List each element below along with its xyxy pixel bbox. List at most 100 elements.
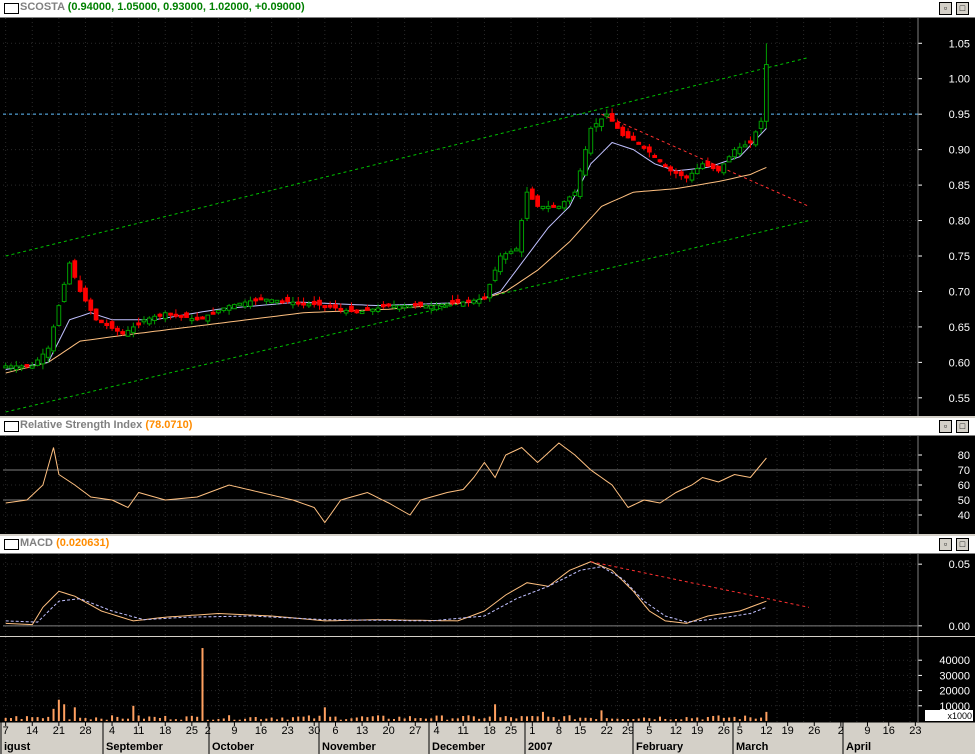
candle-body [29,365,35,369]
volume-bar [403,718,406,721]
candle-body [216,309,221,314]
y-tick-label: 60 [958,480,970,492]
candle-body [157,313,163,317]
candle-body [742,144,748,148]
restore-button[interactable]: ▫ [939,2,952,15]
volume-bar [217,718,220,721]
candle-body [583,149,588,176]
volume-bar [621,719,624,721]
volume-bar [510,717,513,721]
candle-body [317,299,322,306]
x-tick-label: 2 [205,725,211,737]
trend-line [5,56,810,257]
volume-bar [467,715,470,721]
volume-bar [201,648,204,721]
maximize-button[interactable]: □ [956,538,969,551]
pane-menu-icon[interactable] [4,421,19,432]
rsi-chart[interactable]: 40 50 60 70 80 [0,436,975,534]
volume-bar [579,717,582,721]
y-tick-label: 1.05 [949,38,970,50]
restore-button[interactable]: ▫ [939,420,952,433]
volume-bar [137,715,140,721]
volume-bar [472,716,475,721]
candle-body [551,204,556,208]
rsi-line [5,442,767,524]
moving-average-long [5,166,767,374]
volume-bar [632,719,635,721]
y-tick-label: 0.60 [949,357,970,369]
price-chart[interactable]: 0.55 0.60 0.65 0.70 0.75 0.80 0.85 0.90 0.95 1.00… [0,18,975,416]
x-tick-label: 12 [670,725,682,737]
volume-bar [744,715,747,721]
candle-body [173,313,179,317]
restore-button[interactable]: ▫ [939,538,952,551]
candle-body [764,64,769,122]
candle-body [258,297,264,301]
volume-bar [494,704,497,721]
volume-bar [111,715,114,721]
x-tick-label: 28 [79,725,91,737]
volume-bar [275,719,278,721]
x-tick-label: 25 [505,725,517,737]
x-tick-label: 13 [356,725,368,737]
volume-bar [414,718,417,721]
month-label: April [846,741,871,753]
x-tick-label: 16 [883,725,895,737]
x-tick-label: 9 [231,725,237,737]
candle-body [396,305,402,310]
candle-body [577,170,583,197]
volume-bar [174,719,177,721]
volume-bar [185,716,188,721]
macd-line [5,561,767,626]
volume-bar [595,719,598,721]
volume-bar [653,719,656,721]
x-tick-label: 23 [909,725,921,737]
pane-menu-icon[interactable] [4,539,19,550]
y-tick-label: 40000 [939,655,970,667]
candle-body [136,322,142,326]
symbol-name: SCOSTA [20,1,65,13]
volume-bar [25,716,28,721]
macd-value: (0.020631) [56,537,110,549]
volume-chart[interactable]: 10000 20000 30000 40000 x1000 [0,637,975,722]
volume-bar [754,718,757,721]
volume-bar [84,718,87,721]
candle-body [354,309,360,314]
candle-body [35,359,40,366]
candle-body [391,305,397,309]
x-tick-label: 7 [3,725,9,737]
candle-body [327,304,333,308]
macd-chart[interactable]: 0.00 0.05 [0,554,975,636]
volume-bar [345,719,348,721]
volume-pane: 10000 20000 30000 40000 x1000 [0,637,975,722]
candle-body [466,299,471,303]
volume-bar [318,715,321,721]
candle-body [545,205,551,209]
maximize-button[interactable]: □ [956,2,969,15]
x-tick-label: 2 [838,725,844,737]
candle-body [226,305,232,311]
candle-body [753,131,759,146]
volume-bar [568,715,571,721]
volume-bar [733,716,736,721]
volume-bar [323,707,326,721]
volume-bar [121,718,124,721]
pane-menu-icon[interactable] [4,3,19,14]
volume-bar [488,716,491,721]
volume-bar [648,718,651,721]
candle-body [194,316,200,321]
candle-body [678,171,684,177]
candle-body [631,135,636,141]
candle-body [51,326,56,352]
candle-body [269,299,275,304]
volume-bar [563,716,566,721]
maximize-button[interactable]: □ [956,420,969,433]
y-tick-label: 0.05 [949,559,970,571]
candle-body [524,191,530,219]
volume-bar [446,719,449,721]
candle-body [694,168,700,175]
candle-body [508,250,514,254]
x-tick-label: 5 [646,725,652,737]
candle-body [72,260,78,278]
candle-body [365,307,370,311]
